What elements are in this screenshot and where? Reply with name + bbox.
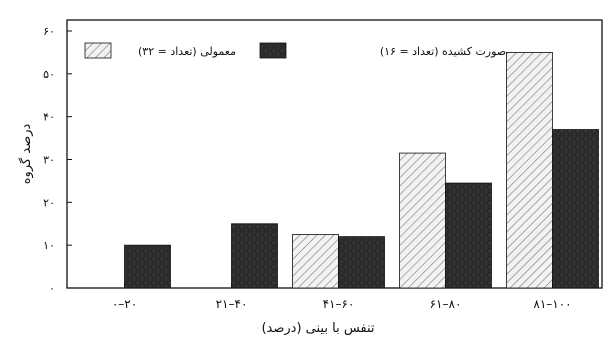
x-tick-label: ۴۱–۶۰ xyxy=(323,297,355,311)
bar-dark-4 xyxy=(552,129,599,289)
y-tick-label: ۲۰ xyxy=(43,196,55,209)
bar-dark-2 xyxy=(338,236,385,289)
x-tick-label: ۲۱–۴۰ xyxy=(216,297,248,311)
y-tick-label: ۱۰ xyxy=(43,239,55,252)
bar-hatched-2 xyxy=(292,234,339,289)
bar-hatched-3 xyxy=(399,152,446,289)
y-tick-label: ۵۰ xyxy=(43,68,55,81)
x-axis-ticks: ۰–۲۰ ۲۱–۴۰ ۴۱–۶۰ ۶۱–۸۰ ۸۱–۱۰۰ xyxy=(112,283,572,311)
bar-dark-0 xyxy=(124,244,171,289)
legend-swatch-hatched xyxy=(84,42,112,59)
legend: صورت کشیده (تعداد = ۱۶) معمولی (تعداد = … xyxy=(84,42,506,59)
legend-label-hatched: صورت کشیده (تعداد = ۱۶) xyxy=(380,45,506,58)
y-tick-label: ۳۰ xyxy=(43,154,55,167)
legend-label-dark: معمولی (تعداد = ۳۲) xyxy=(138,45,236,58)
bar-hatched-4 xyxy=(506,52,553,289)
bar-dark-3 xyxy=(445,182,492,289)
y-axis-ticks: ۰ ۱۰ ۲۰ ۳۰ ۴۰ ۵۰ ۶۰ xyxy=(43,25,72,295)
y-tick-label: ۴۰ xyxy=(43,111,55,124)
x-tick-label: ۸۱–۱۰۰ xyxy=(533,297,571,311)
bar-dark-1 xyxy=(231,223,278,289)
y-axis-label: درصد گروه xyxy=(18,124,34,185)
x-axis-label: تنفس با بینی (درصد) xyxy=(261,321,374,336)
bars-group xyxy=(124,52,599,289)
y-tick-label: ۰ xyxy=(49,282,55,295)
legend-swatch-dark xyxy=(259,42,287,59)
x-tick-label: ۶۱–۸۰ xyxy=(430,297,462,311)
y-tick-label: ۶۰ xyxy=(43,25,55,38)
x-tick-label: ۰–۲۰ xyxy=(112,297,137,311)
